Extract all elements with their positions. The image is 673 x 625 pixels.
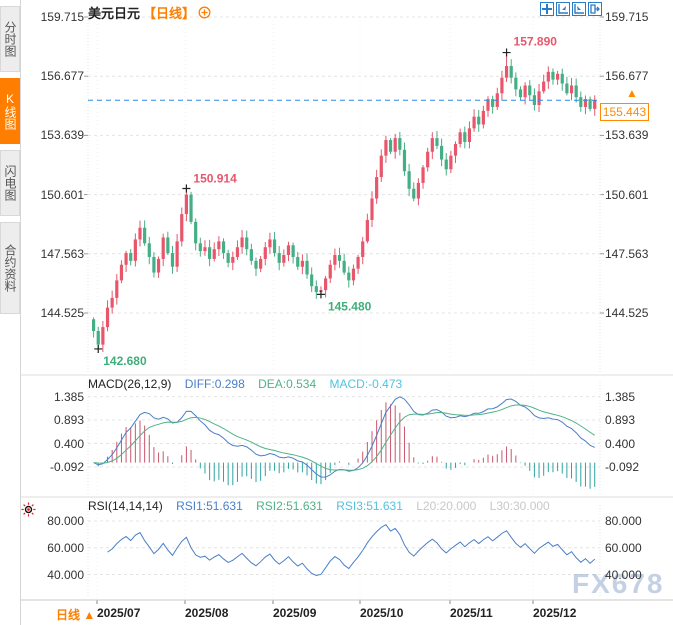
symbol-title: 美元日元 [88, 6, 141, 21]
sidebar-tab-timeline[interactable]: 分时图 [0, 6, 20, 72]
price-tick: 156.677 [605, 69, 649, 83]
rsi-layer [107, 523, 596, 576]
macd-tick: 1.385 [53, 390, 84, 404]
extreme-annotation: 157.890 [514, 35, 558, 49]
rsi3-value: RSI3:51.631 [336, 499, 403, 513]
rsi-tick: 80.000 [605, 514, 642, 528]
rsi-tick: 40.000 [47, 568, 84, 582]
price-tick: 144.525 [605, 306, 649, 320]
exit-fullscreen-icon[interactable] [588, 2, 602, 16]
sidebar-tab-kline[interactable]: K线图 [0, 78, 20, 144]
price-tick: 159.715 [605, 10, 649, 24]
chart-header: 美元日元 【日线】 [88, 3, 211, 22]
sidebar: 分时图 K线图 闪电图 合约资料 [0, 0, 21, 625]
watermark: FX678 [572, 568, 665, 599]
annotations-layer: 142.680 150.914 145.480 157.890 [94, 35, 557, 368]
price-tick: 159.715 [40, 10, 84, 24]
last-price-badge: 155.443 [600, 103, 649, 121]
macd-diff-value: DIFF:0.298 [184, 377, 245, 391]
extreme-annotation: 145.480 [328, 299, 372, 313]
rsi-l30-value: L30:30.000 [489, 499, 550, 513]
pan-crosshair-icon[interactable] [540, 2, 554, 16]
zoom-out-axis-icon[interactable] [572, 2, 586, 16]
date-tick: 2025/12 [533, 606, 577, 620]
date-tick: 2025/09 [273, 606, 317, 620]
rsi1-value: RSI1:51.631 [176, 499, 243, 513]
date-tick: 2025/11 [450, 606, 493, 620]
date-tick: 2025/10 [360, 606, 404, 620]
rsi-l20-value: L20:20.000 [416, 499, 477, 513]
date-tick: 2025/07 [97, 606, 141, 620]
macd-tick: 0.400 [53, 437, 84, 451]
date-tick: 2025/08 [185, 606, 229, 620]
macd-tick: 0.400 [605, 437, 636, 451]
price-tick: 147.563 [605, 247, 649, 261]
bottom-timeframe-label[interactable]: 日线 ▲ [56, 608, 96, 622]
price-tick: 153.639 [605, 128, 649, 142]
candles-layer [92, 52, 597, 353]
macd-tick: 0.893 [605, 413, 636, 427]
price-tick: 153.639 [40, 128, 84, 142]
macd-macd-value: MACD:-0.473 [329, 377, 403, 391]
rsi-tick: 60.000 [47, 541, 84, 555]
rsi-tick: 40.000 [605, 568, 642, 582]
macd-tick: -0.092 [605, 460, 640, 474]
zoom-in-axis-icon[interactable] [556, 2, 570, 16]
price-tick: 147.563 [40, 247, 84, 261]
sidebar-tab-lightning[interactable]: 闪电图 [0, 150, 20, 216]
hot-indicator-icon[interactable] [21, 502, 36, 522]
extreme-annotation: 150.914 [193, 171, 237, 185]
rsi-header[interactable]: RSI(14,14,14) RSI1:51.631 RSI2:51.631 RS… [88, 499, 550, 513]
rsi2-value: RSI2:51.631 [256, 499, 323, 513]
add-indicator-icon[interactable] [198, 6, 211, 19]
rsi-tick: 80.000 [47, 514, 84, 528]
grid-layer [21, 16, 673, 604]
macd-dea-value: DEA:0.534 [258, 377, 317, 391]
macd-header[interactable]: MACD(26,12,9) DIFF:0.298 DEA:0.534 MACD:… [88, 377, 402, 391]
price-tick: 150.601 [40, 188, 84, 202]
timeframe-tag: 【日线】 [143, 6, 196, 21]
macd-tick: -0.092 [49, 460, 84, 474]
macd-layer [93, 396, 596, 489]
price-tick: 150.601 [605, 188, 649, 202]
macd-title: MACD(26,12,9) [88, 377, 172, 391]
price-tick: 144.525 [40, 306, 84, 320]
price-tick: 156.677 [40, 69, 84, 83]
sidebar-tab-contract-info[interactable]: 合约资料 [0, 222, 20, 314]
macd-tick: 0.893 [53, 413, 84, 427]
toolbar [540, 2, 602, 16]
rsi-tick: 60.000 [605, 541, 642, 555]
macd-tick: 1.385 [605, 390, 636, 404]
extreme-annotation: 142.680 [103, 354, 147, 368]
price-up-arrow-icon: ▲ [626, 86, 638, 100]
rsi-title: RSI(14,14,14) [88, 499, 163, 513]
